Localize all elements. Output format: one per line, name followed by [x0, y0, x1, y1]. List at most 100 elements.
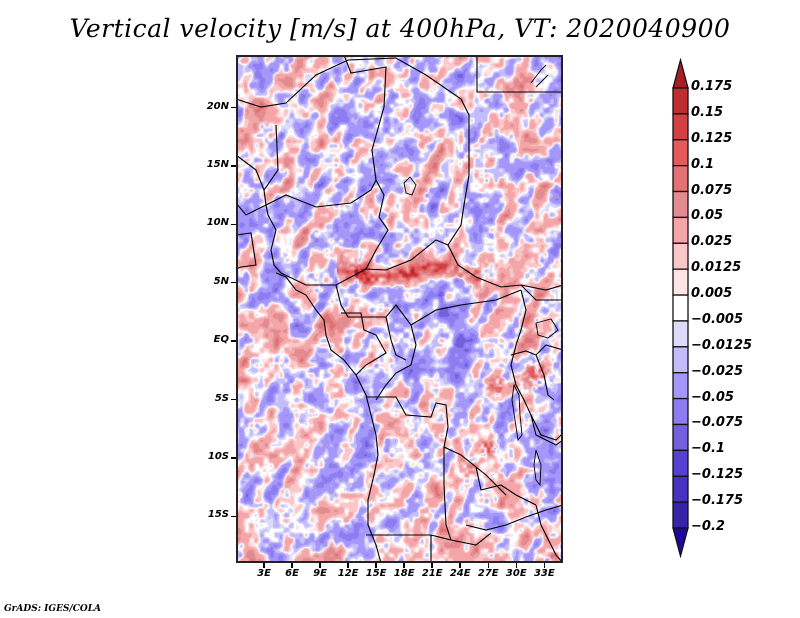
border-niger-chad: [263, 124, 377, 208]
x-tick-mark: [543, 563, 546, 568]
y-tick-label: 15N: [206, 158, 229, 170]
y-tick-label: 15S: [207, 509, 229, 521]
x-tick-mark: [515, 563, 518, 568]
colorbar-swatch: [672, 242, 689, 270]
colorbar-swatch: [672, 164, 689, 193]
colorbar-swatch: [672, 397, 689, 426]
colorbar-swatch: [672, 501, 689, 529]
lake-tanganyika: [511, 383, 523, 442]
y-tick-mark: [231, 457, 236, 459]
colorbar-level-label: 0.15: [691, 104, 724, 120]
country-borders: [236, 55, 563, 563]
x-tick-mark: [431, 563, 433, 568]
y-tick-mark: [231, 340, 236, 342]
y-tick-mark: [231, 515, 236, 518]
colorbar-level-label: 0.025: [691, 234, 733, 250]
colorbar-swatch: [672, 268, 689, 296]
border-west-africa: [236, 154, 265, 270]
x-tick-mark: [487, 563, 489, 568]
x-tick-label: 6E: [285, 568, 299, 579]
lake-malawi: [533, 449, 542, 487]
colorbar-swatch: [672, 139, 689, 167]
colorbar-level-label: −0.1: [691, 441, 725, 457]
border-chad-car: [365, 179, 449, 271]
border-gulf-coast: [275, 272, 367, 396]
colorbar-level-label: −0.0125: [691, 337, 753, 353]
border-chad-sudan: [447, 174, 563, 291]
x-tick-mark: [319, 563, 321, 568]
y-tick-label: 5S: [214, 392, 229, 404]
y-tick-mark: [231, 398, 236, 401]
y-tick-label: 10N: [206, 217, 229, 229]
colorbar-level-label: −0.075: [691, 415, 744, 431]
colorbar-swatch: [672, 294, 689, 322]
y-tick-label: EQ: [213, 334, 229, 346]
colorbar-level-label: −0.125: [691, 467, 744, 483]
border-drc-east: [510, 289, 563, 446]
map-plot-area: [236, 55, 563, 563]
x-tick-mark: [403, 563, 405, 568]
x-tick-label: 18E: [393, 568, 415, 579]
colorbar-extend-max: [672, 58, 689, 89]
grads-credit: GrADS: IGES/COLA: [4, 604, 102, 614]
x-tick-label: 33E: [533, 568, 555, 579]
colorbar-swatch: [672, 449, 689, 477]
colorbar-level-label: 0.125: [691, 130, 733, 146]
colorbar-swatch: [672, 320, 689, 348]
colorbar-level-label: 0.05: [691, 208, 724, 224]
colorbar-level-label: −0.005: [691, 311, 744, 327]
colorbar-swatch: [672, 190, 689, 219]
x-tick-mark: [263, 563, 265, 568]
colorbar-swatch: [672, 216, 689, 244]
colorbar-extend-min: [672, 527, 689, 558]
border-drc-congo: [375, 324, 417, 401]
border-sudan-south: [520, 284, 563, 301]
border-gabon-congo: [341, 312, 407, 376]
y-tick-mark: [231, 223, 236, 226]
border-angola-west: [365, 394, 382, 563]
nile-red-sea-coast: [530, 64, 549, 88]
colorbar-swatch: [672, 346, 689, 374]
colorbar-swatch: [672, 423, 689, 452]
border-zambia-south: [465, 504, 563, 531]
colorbar-level-label: 0.005: [691, 286, 733, 302]
colorbar-level-label: 0.075: [691, 182, 733, 198]
x-tick-mark: [291, 563, 293, 568]
border-cameroon-car: [335, 284, 522, 326]
y-tick-label: 5N: [213, 275, 229, 287]
x-tick-label: 15E: [365, 568, 387, 579]
chart-title: Vertical velocity [m/s] at 400hPa, VT: 2…: [69, 14, 731, 43]
colorbar-level-label: 0.1: [691, 156, 715, 172]
colorbar-level-label: −0.025: [691, 363, 744, 379]
x-tick-label: 12E: [337, 568, 359, 579]
x-tick-label: 9E: [313, 568, 327, 579]
x-tick-mark: [347, 563, 349, 568]
colorbar-level-label: −0.05: [691, 389, 734, 405]
colorbar-level-label: 0.175: [691, 79, 733, 94]
border-libya-egypt: [476, 55, 563, 93]
border-niger-north: [236, 57, 470, 175]
border-algeria-libya: [343, 55, 387, 181]
y-tick-mark: [231, 165, 236, 167]
x-tick-mark: [375, 563, 377, 568]
colorbar-level-label: 0.0125: [691, 260, 742, 276]
border-mozambique: [530, 414, 563, 563]
x-tick-mark: [459, 563, 461, 568]
y-tick-mark: [231, 106, 236, 109]
y-tick-mark: [231, 281, 236, 284]
x-tick-label: 3E: [257, 568, 271, 579]
x-tick-label: 24E: [449, 568, 471, 579]
colorbar-swatch: [672, 475, 689, 503]
colorbar-level-label: −0.2: [691, 519, 725, 534]
colorbar-swatch: [672, 372, 689, 400]
border-great-lakes: [510, 344, 563, 401]
colorbar-level-label: −0.175: [691, 493, 744, 509]
lake-victoria: [535, 318, 559, 339]
border-zambia: [443, 447, 537, 541]
lake-chad: [403, 176, 417, 196]
border-nigeria: [236, 202, 367, 286]
colorbar-swatch: [672, 87, 689, 115]
colorbar-swatch: [672, 113, 689, 141]
x-tick-label: 21E: [421, 568, 443, 579]
colorbar: [672, 58, 689, 558]
